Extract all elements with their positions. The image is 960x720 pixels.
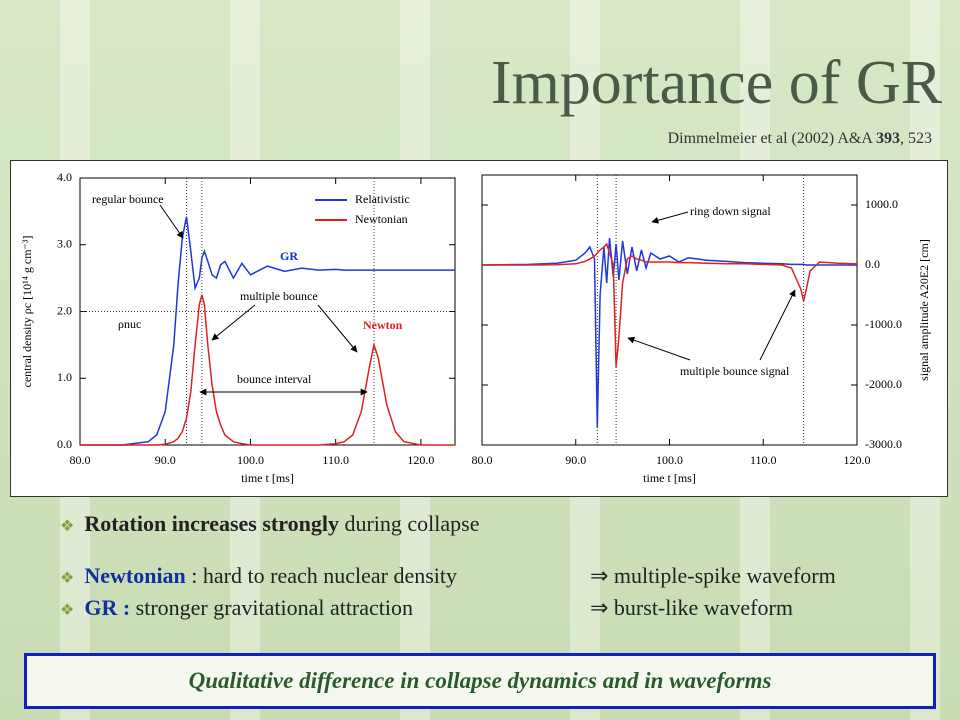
bullet: ❖ GR : stronger gravitational attraction ⇒…: [60, 595, 793, 620]
y-axis-label: central density ρc [10¹⁴ g cm⁻³]: [20, 236, 34, 388]
bullet-text: during collapse: [338, 511, 480, 536]
x-tick-label: 80.0: [70, 453, 91, 467]
citation: Dimmelmeier et al (2002) A&A 393, 523: [668, 130, 932, 148]
y-tick-label: -1000.0: [865, 317, 902, 331]
authors: Dimmelmeier et al (2002) A&A: [667, 130, 876, 147]
x-tick-label: 120.0: [407, 453, 434, 467]
arrow: [627, 336, 691, 361]
y-tick-label: 1000.0: [865, 197, 898, 211]
panel-frame: [10, 160, 948, 497]
annotation: multiple bounce signal: [680, 364, 790, 378]
annotation: GR: [280, 249, 298, 263]
bullet-text: ⇒ multiple-spike waveform: [590, 563, 836, 588]
x-tick-label: 100.0: [237, 453, 264, 467]
arrow: [211, 304, 256, 341]
x-axis-label: time t [ms]: [241, 471, 294, 485]
y-tick-label: -3000.0: [865, 437, 902, 451]
bullet: ❖ Rotation increases strongly during coll…: [60, 511, 480, 536]
annotation: ring down signal: [690, 204, 771, 218]
y-tick-label: 1.0: [57, 370, 72, 384]
y-tick-label: 2.0: [57, 303, 72, 317]
y-tick-label: 0.0: [57, 437, 72, 451]
annotation: multiple bounce: [240, 289, 318, 303]
y-tick-label: 3.0: [57, 237, 72, 251]
legend-label: Relativistic: [355, 192, 410, 206]
arrow: [317, 304, 358, 353]
y-tick-label: 4.0: [57, 170, 72, 184]
x-tick-label: 120.0: [844, 453, 871, 467]
y-tick-label: -2000.0: [865, 377, 902, 391]
y-tick-label: 0.0: [865, 257, 880, 271]
x-tick-label: 90.0: [565, 453, 586, 467]
arrow: [759, 289, 796, 361]
arrow: [651, 211, 689, 224]
series-line: [80, 216, 455, 446]
series-line: [80, 294, 455, 446]
pages: , 523: [900, 130, 932, 147]
annotation: bounce interval: [237, 372, 312, 386]
bullet-text: Rotation increases strongly: [84, 511, 339, 536]
arrow: [159, 204, 184, 239]
bullet-text: : hard to reach nuclear density: [185, 563, 458, 588]
volume: 393: [876, 130, 900, 147]
y-axis-label: signal amplitude A20E2 [cm]: [917, 239, 931, 381]
bullet-text: stronger gravitational attraction: [130, 595, 414, 620]
x-tick-label: 100.0: [656, 453, 683, 467]
x-tick-label: 90.0: [155, 453, 176, 467]
series-line: [481, 237, 857, 428]
legend-label: Newtonian: [355, 212, 408, 226]
x-tick-label: 110.0: [322, 453, 349, 467]
x-tick-label: 80.0: [472, 453, 493, 467]
chart-panel: 0.0 1.0 2.0 3.0 4.0 80.0 90.0 100.0 110.0 120.0 ti…: [10, 160, 948, 497]
series-line: [482, 242, 858, 368]
conclusion: Qualitative difference in collapse dynam…: [24, 653, 936, 709]
bullet-text: GR :: [84, 595, 131, 620]
bullet-text: Newtonian: [84, 563, 186, 588]
x-tick-label: 110.0: [750, 453, 777, 467]
title: Importance of GR: [490, 49, 942, 117]
bullet-text: ⇒ burst-like waveform: [590, 595, 793, 620]
x-axis-label: time t [ms]: [643, 471, 696, 485]
annotation: regular bounce: [92, 192, 164, 206]
annotation: ρnuc: [118, 317, 141, 331]
annotation: Newton: [363, 318, 403, 332]
bullet: ❖ Newtonian : hard to reach nuclear densi…: [60, 563, 836, 588]
